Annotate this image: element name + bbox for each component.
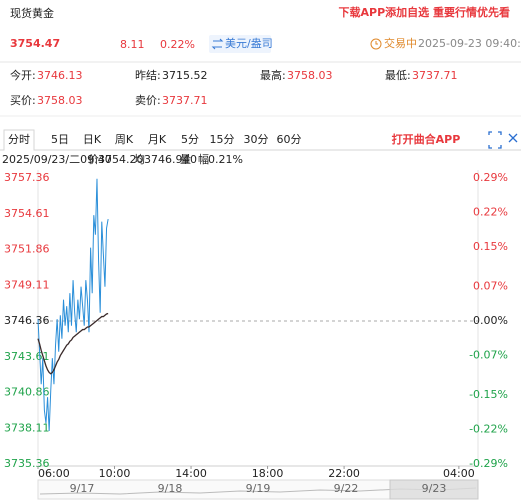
y-tick-label: 3738.11 bbox=[4, 421, 50, 434]
navigator-date: 9/19 bbox=[246, 482, 271, 495]
price-line bbox=[37, 178, 109, 432]
y-tick-label: 3751.86 bbox=[4, 243, 50, 256]
badge-bg bbox=[209, 35, 271, 53]
tab[interactable]: 15分 bbox=[210, 133, 235, 146]
stat-value: 3758.03 bbox=[37, 94, 83, 107]
stat-label: 昨结: bbox=[135, 69, 161, 82]
price: 3754.47 bbox=[10, 37, 60, 50]
stat-value: 3737.71 bbox=[162, 94, 208, 107]
tab[interactable]: 分时 bbox=[8, 133, 30, 146]
average-line bbox=[37, 312, 109, 375]
open-app[interactable]: 打开曲合APP bbox=[392, 132, 461, 146]
unit-badge[interactable]: 美元/盎司 bbox=[209, 35, 273, 53]
tab[interactable]: 月K bbox=[148, 133, 167, 146]
info-value: 3754.20 bbox=[98, 153, 144, 166]
y2-tick-label: -0.07% bbox=[469, 349, 508, 362]
y2-tick-label: 0.07% bbox=[473, 279, 508, 292]
y-tick-label: 3754.61 bbox=[4, 207, 50, 220]
active-tab-border bbox=[0, 129, 521, 151]
y2-tick-label: 0.29% bbox=[473, 171, 508, 184]
status: 交易中 bbox=[384, 36, 417, 50]
info-value: 0 bbox=[190, 153, 197, 166]
info-label: 均 bbox=[134, 153, 145, 166]
quote-time: 2025-09-23 09:40:38 bbox=[418, 37, 521, 50]
y2-tick-label: 0.15% bbox=[473, 240, 508, 253]
fullscreen-icon[interactable] bbox=[488, 131, 502, 149]
stat-label: 今开: bbox=[10, 68, 36, 82]
y2-tick-label: 0.00% bbox=[473, 314, 508, 327]
y-tick-label: 3757.36 bbox=[4, 171, 50, 184]
stat-value: 3758.03 bbox=[287, 69, 333, 82]
y2-tick-label: -0.22% bbox=[469, 422, 508, 435]
stat-label: 最低: bbox=[385, 69, 411, 82]
x-tick-label: 14:00 bbox=[175, 467, 207, 480]
change: 8.11 bbox=[120, 38, 145, 51]
info-value: 0.21% bbox=[208, 153, 243, 166]
stats: 今开: 3746.13 昨结: 3715.52 最高: 3758.03 最低: 3737.71… bbox=[10, 68, 458, 107]
y2-tick-label: -0.29% bbox=[469, 457, 508, 470]
stat-value: 3746.13 bbox=[37, 69, 83, 82]
x-tick-label: 04:00 bbox=[443, 467, 475, 480]
navigator-window bbox=[389, 479, 479, 500]
info-line: 2025/09/23/二09:40 价 3754.20 均 3746.94 量 … bbox=[2, 153, 243, 166]
info-time: 2025/09/23/二09:40 bbox=[2, 153, 112, 166]
stat-value: 3715.52 bbox=[162, 69, 208, 82]
y-tick-label: 3743.61 bbox=[4, 350, 50, 363]
y-tick-label: 3749.11 bbox=[4, 278, 50, 291]
navigator-date: 9/22 bbox=[334, 482, 359, 495]
page-title: 现货黄金 bbox=[10, 6, 54, 20]
tab[interactable]: 5日 bbox=[51, 133, 69, 146]
x-tick-label: 22:00 bbox=[328, 467, 360, 480]
clock-hand bbox=[375, 41, 378, 45]
info-label: 量 bbox=[180, 153, 191, 166]
y-tick-label: 3740.86 bbox=[4, 386, 50, 399]
y2-tick-label: 0.22% bbox=[473, 206, 508, 219]
x-tick-label: 06:00 bbox=[38, 467, 70, 480]
tab[interactable]: 周K bbox=[115, 133, 134, 146]
navigator-date: 9/18 bbox=[158, 482, 183, 495]
info-value: 3746.94 bbox=[144, 153, 190, 166]
tab[interactable]: 日K bbox=[83, 133, 102, 146]
stat-label: 最高: bbox=[260, 68, 286, 82]
promo-link[interactable]: 下载APP添加自选 重要行情优先看 bbox=[339, 5, 510, 19]
unit: 美元/盎司 bbox=[225, 36, 273, 50]
info-label: 价 bbox=[88, 153, 99, 166]
y-tick-label: 3746.36 bbox=[4, 314, 50, 327]
navigator-date: 9/17 bbox=[70, 482, 95, 495]
stat-label: 买价: bbox=[10, 94, 36, 107]
clock-icon bbox=[370, 38, 382, 50]
y2-tick-label: -0.15% bbox=[469, 388, 508, 401]
x-tick-label: 18:00 bbox=[252, 467, 284, 480]
tab[interactable]: 30分 bbox=[244, 133, 269, 146]
close-icon[interactable] bbox=[508, 133, 518, 143]
plot: 0.29% 0.22% 0.15% 0.07% 0.00% -0.07% -0.15% -0.… bbox=[4, 171, 508, 500]
navigator-date: 9/23 bbox=[422, 482, 447, 495]
stat-label: 卖价: bbox=[135, 94, 161, 107]
tab[interactable]: 5分 bbox=[181, 133, 199, 146]
change-pct: 0.22% bbox=[160, 38, 195, 51]
info-label: 幅 bbox=[198, 153, 209, 166]
stat-value: 3737.71 bbox=[412, 69, 458, 82]
tabs: 分时 5日 日K 周K 月K 5分 15分 30分 60分 bbox=[0, 129, 521, 151]
tab[interactable]: 60分 bbox=[277, 133, 302, 146]
x-tick-label: 10:00 bbox=[99, 467, 131, 480]
swap-icon bbox=[211, 38, 224, 50]
